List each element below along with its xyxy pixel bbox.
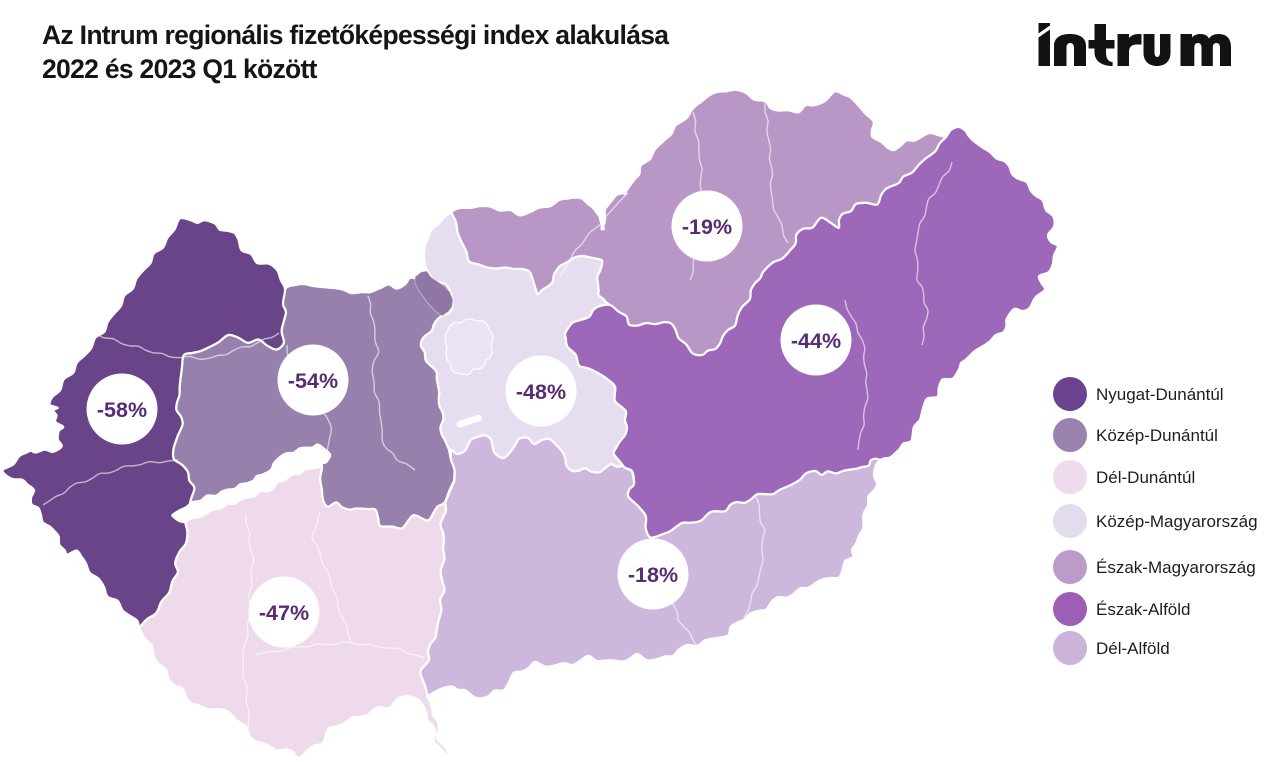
svg-text:Észak-Magyarország: Észak-Magyarország	[1096, 558, 1256, 577]
svg-text:-47%: -47%	[259, 601, 309, 625]
svg-text:-48%: -48%	[516, 380, 566, 404]
svg-text:Dél-Dunántúl: Dél-Dunántúl	[1096, 468, 1195, 487]
svg-text:Közép-Magyarország: Közép-Magyarország	[1096, 512, 1258, 531]
svg-text:-44%: -44%	[791, 329, 841, 353]
svg-text:-58%: -58%	[97, 398, 147, 422]
svg-text:Közép-Dunántúl: Közép-Dunántúl	[1096, 426, 1218, 445]
svg-text:-18%: -18%	[628, 563, 678, 587]
svg-text:Észak-Alföld: Észak-Alföld	[1096, 600, 1190, 619]
svg-text:-54%: -54%	[288, 369, 338, 393]
svg-text:-19%: -19%	[682, 215, 732, 239]
svg-text:Dél-Alföld: Dél-Alföld	[1096, 639, 1170, 658]
svg-text:Nyugat-Dunántúl: Nyugat-Dunántúl	[1096, 385, 1224, 404]
